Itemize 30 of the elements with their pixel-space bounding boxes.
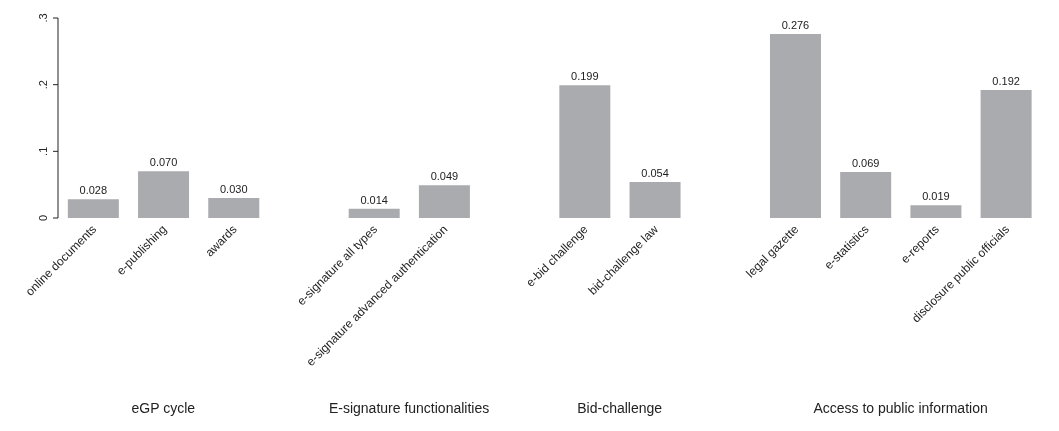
bar <box>348 208 400 218</box>
data-label: 0.070 <box>149 156 178 169</box>
data-label: 0.192 <box>992 75 1020 87</box>
text: E-signature functionalities <box>327 400 491 416</box>
y-tick-label: .2 <box>37 80 49 90</box>
bar <box>559 85 611 218</box>
text: eGP cycle <box>130 400 197 416</box>
bar <box>980 90 1032 218</box>
y-tick-label: 0 <box>37 214 49 222</box>
bar <box>418 185 470 218</box>
bar <box>67 199 119 218</box>
data-label: 0.054 <box>641 167 669 179</box>
bar <box>910 205 962 218</box>
data-label: 0.030 <box>219 183 248 195</box>
bar <box>840 172 892 218</box>
y-tick-label: .1 <box>37 146 49 156</box>
data-label: 0.028 <box>79 184 108 197</box>
data-label: 0.049 <box>430 170 459 183</box>
data-label: 0.276 <box>781 19 810 31</box>
bar <box>138 171 190 218</box>
data-label: 0.019 <box>922 190 950 203</box>
bar <box>769 34 821 218</box>
data-label: 0.199 <box>571 70 599 83</box>
data-label: 0.069 <box>851 157 880 169</box>
y-tick-label: .3 <box>37 13 49 23</box>
text: Access to public information <box>812 400 989 416</box>
text: Bid-challenge <box>577 400 663 416</box>
bar <box>629 182 681 218</box>
data-label: 0.014 <box>360 193 388 206</box>
bar <box>208 198 260 218</box>
